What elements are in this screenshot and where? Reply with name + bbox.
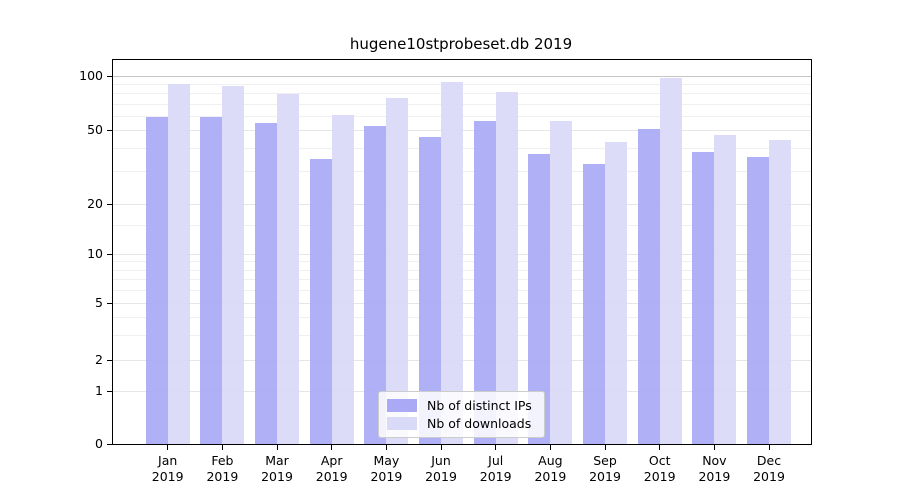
x-tick-label: Oct 2019 [632,453,688,485]
bar-distinct-ips [419,136,441,444]
bar-distinct-ips [473,121,496,444]
x-tick-year: 2019 [534,469,567,484]
x-tick-mark [385,445,387,450]
grid-line-100 [113,76,811,77]
bar-downloads [550,121,573,444]
legend: Nb of distinct IPs Nb of downloads [378,391,545,438]
y-tick-label: 20 [87,196,103,211]
x-tick-year: 2019 [589,469,621,484]
bar-downloads [659,78,682,444]
x-tick-month: Sep [593,453,617,468]
bar-distinct-ips [309,158,332,444]
x-tick-month: Jul [488,453,504,468]
bar-downloads [605,142,627,444]
x-tick-label: Apr 2019 [304,453,360,485]
y-tick-label: 5 [95,295,103,310]
plot-area [112,59,812,445]
x-tick-mark [768,445,770,450]
x-tick-mark [549,445,551,450]
y-tick-mark [107,129,113,131]
legend-swatch-distinct-ips [387,399,417,412]
bar-distinct-ips [637,128,660,444]
x-tick-month: May [373,453,400,468]
x-tick-mark [167,445,169,450]
x-tick-month: Nov [702,453,727,468]
x-tick-year: 2019 [315,469,348,484]
y-tick-label: 1 [95,383,103,398]
y-tick-mark [107,253,113,255]
y-tick-mark [107,75,113,77]
x-tick-year: 2019 [370,469,403,484]
bar-downloads [167,84,190,444]
x-tick-mark [440,445,442,450]
bar-distinct-ips [255,122,277,444]
bar-distinct-ips [692,152,715,444]
bar-downloads [222,86,245,444]
x-tick-month: Oct [648,453,671,468]
x-tick-label: Sep 2019 [577,453,633,485]
y-tick-label: 50 [87,122,103,137]
x-tick-label: Feb 2019 [194,453,250,485]
x-tick-month: Feb [211,453,234,468]
x-tick-year: 2019 [479,469,512,484]
y-tick-label: 0 [95,436,103,451]
x-tick-year: 2019 [425,469,457,484]
bar-downloads [441,81,463,444]
legend-label-downloads: Nb of downloads [427,416,532,431]
x-tick-label: Jun 2019 [413,453,469,485]
bar-downloads [386,98,409,444]
legend-label-distinct-ips: Nb of distinct IPs [427,398,532,413]
x-tick-label: Dec 2019 [741,453,797,485]
bar-downloads [277,94,299,444]
x-tick-mark [331,445,333,450]
bar-distinct-ips [364,125,387,444]
x-tick-label: May 2019 [358,453,414,485]
x-tick-mark [221,445,223,450]
x-tick-year: 2019 [206,469,239,484]
y-tick-mark [107,302,113,304]
y-tick-label: 100 [79,68,103,83]
bar-distinct-ips [145,117,168,444]
x-tick-mark [659,445,661,450]
x-tick-year: 2019 [261,469,293,484]
legend-item-distinct-ips: Nb of distinct IPs [387,398,536,413]
x-tick-label: Jan 2019 [140,453,196,485]
x-tick-mark [604,445,606,450]
chart-title: hugene10stprobeset.db 2019 [349,35,573,53]
bar-distinct-ips [528,154,551,444]
x-tick-month: Jun [431,453,451,468]
x-tick-month: Mar [265,453,289,468]
bar-downloads [714,135,737,444]
x-tick-label: Nov 2019 [686,453,742,485]
x-tick-year: 2019 [643,469,676,484]
x-tick-year: 2019 [698,469,731,484]
bar-downloads [495,92,518,444]
bar-distinct-ips [583,163,605,444]
x-tick-year: 2019 [753,469,785,484]
bar-distinct-ips [747,156,769,444]
bar-downloads [331,114,354,444]
y-tick-mark [107,203,113,205]
x-tick-mark [495,445,497,450]
legend-item-downloads: Nb of downloads [387,416,536,431]
x-tick-month: Apr [320,453,343,468]
y-tick-label: 2 [95,352,103,367]
x-tick-month: Aug [538,453,563,468]
y-tick-mark [107,443,113,445]
x-tick-label: Mar 2019 [249,453,305,485]
y-tick-mark [107,390,113,392]
legend-swatch-downloads [387,417,417,430]
x-tick-year: 2019 [151,469,184,484]
y-tick-label: 10 [87,246,103,261]
x-tick-month: Jan [158,453,178,468]
x-tick-mark [276,445,278,450]
x-tick-label: Aug 2019 [522,453,578,485]
bar-distinct-ips [200,117,223,444]
y-tick-mark [107,359,113,361]
x-tick-month: Dec [756,453,782,468]
x-tick-label: Jul 2019 [468,453,524,485]
x-tick-mark [713,445,715,450]
bar-downloads [769,140,791,444]
